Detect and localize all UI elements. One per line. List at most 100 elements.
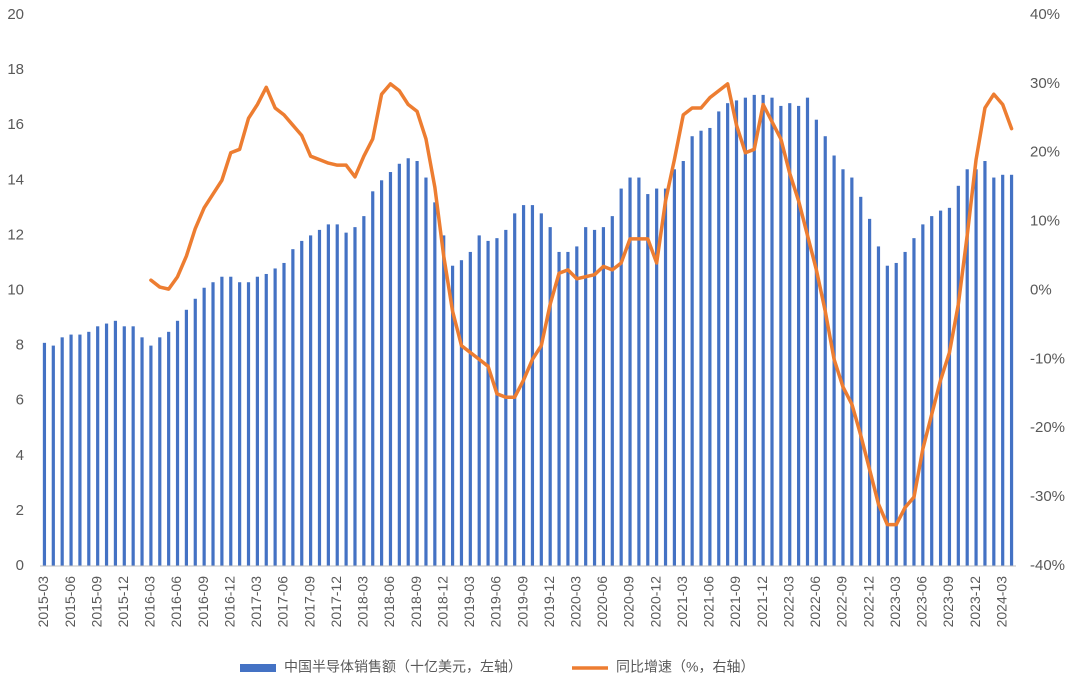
x-tick-label: 2021-09 [727,576,743,628]
bar [211,282,215,566]
bar [814,119,818,566]
x-tick-label: 2019-03 [461,576,477,628]
bar [601,227,606,566]
x-tick-label: 2023-12 [967,576,983,628]
y2-tick-label: -20% [1030,419,1065,436]
bar [380,180,384,567]
bar [983,161,987,566]
x-tick-label: 2020-12 [647,576,663,628]
line [149,82,1014,527]
bar [495,238,499,566]
legend-label: 同比增速（%，右轴） [616,659,754,675]
bar [921,224,925,566]
y2-tick-label: 20% [1030,144,1060,161]
bar [175,320,180,566]
y2-tick-label: -40% [1030,557,1065,574]
bar [344,232,348,566]
bar [468,251,472,566]
bar [956,185,960,566]
bar [51,345,55,566]
bar [335,224,339,566]
bar [424,177,428,567]
x-tick-label: 2018-09 [408,576,424,628]
bar [628,177,632,567]
bar [246,282,251,566]
bar [779,105,783,566]
x-tick-label: 2016-12 [221,576,237,628]
bar [353,227,357,566]
x-tick-label: 2019-09 [514,576,530,628]
x-tick-label: 2024-03 [993,576,1009,628]
bar [69,334,73,566]
y2-tick-label: 0% [1030,281,1052,298]
bar [681,161,685,566]
bar [158,337,162,566]
x-tick-label: 2015-09 [88,576,104,628]
x-tick-label: 2020-03 [568,576,584,628]
x-tick-label: 2018-06 [381,576,397,628]
bar [397,163,401,566]
y-tick-label: 20 [7,6,24,23]
bar [300,240,304,566]
y-tick-label: 8 [16,337,24,354]
bar [184,309,188,566]
x-tick-label: 2018-03 [355,576,371,628]
bar [539,213,543,567]
bar [726,103,730,566]
bar [841,169,845,566]
bar [521,205,526,566]
x-tick-label: 2022-03 [780,576,796,628]
bar [823,136,827,566]
bar [672,169,676,566]
x-tick-label: 2023-06 [914,576,930,628]
bar [876,246,881,567]
bar [646,194,650,566]
bar [947,207,952,566]
bar [708,127,712,566]
bar [903,251,907,566]
bar [770,97,774,567]
bar [717,111,721,567]
bar [1009,174,1014,567]
y2-tick-label: 30% [1030,75,1060,92]
y2-tick-label: 10% [1030,213,1060,230]
x-tick-label: 2016-06 [168,576,184,628]
bar [752,94,756,567]
bar [592,229,597,566]
x-tick-label: 2017-03 [248,576,264,628]
y-tick-label: 0 [16,557,24,574]
y-tick-label: 6 [16,392,24,409]
bar [477,235,481,566]
bar [486,240,490,566]
bar [992,177,996,567]
bar [619,188,623,566]
x-tick-label: 2020-09 [621,576,637,628]
y-tick-label: 2 [16,502,24,519]
bar [912,238,916,566]
x-tick-label: 2015-03 [35,576,51,628]
bar [104,323,109,566]
x-tick-label: 2019-12 [541,576,557,628]
legend-swatch [240,664,276,672]
x-tick-label: 2023-03 [887,576,903,628]
bar [566,251,570,566]
x-tick-label: 2022-12 [860,576,876,628]
bar [584,227,588,566]
bar [87,331,91,566]
bar [530,205,535,566]
bar [42,342,47,566]
bar [122,326,126,566]
bar [113,320,118,566]
y2-tick-label: -10% [1030,350,1065,367]
y-tick-label: 10 [7,281,24,298]
bar [575,246,579,567]
bar [255,276,259,566]
bar [442,235,446,566]
bar [326,224,330,566]
x-tick-label: 2021-03 [674,576,690,628]
x-tick-label: 2019-06 [488,576,504,628]
bar [140,337,144,566]
bar [450,265,455,566]
legend-label: 中国半导体销售额（十亿美元，左轴） [284,659,522,675]
bar [868,218,872,566]
